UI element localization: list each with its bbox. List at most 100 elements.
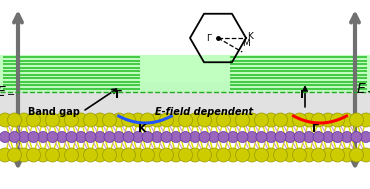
Circle shape <box>216 113 231 127</box>
Circle shape <box>159 113 174 127</box>
Circle shape <box>102 148 117 162</box>
Circle shape <box>264 113 278 127</box>
Circle shape <box>9 132 20 143</box>
Circle shape <box>351 132 362 143</box>
Circle shape <box>27 113 40 127</box>
Circle shape <box>55 113 69 127</box>
Circle shape <box>256 132 267 143</box>
Circle shape <box>255 113 269 127</box>
Circle shape <box>189 132 201 143</box>
Circle shape <box>131 148 145 162</box>
Circle shape <box>112 113 126 127</box>
Circle shape <box>27 148 40 162</box>
Circle shape <box>150 148 164 162</box>
Circle shape <box>302 148 316 162</box>
Circle shape <box>226 148 240 162</box>
Circle shape <box>121 113 135 127</box>
Text: K: K <box>138 124 147 134</box>
Circle shape <box>245 148 259 162</box>
Circle shape <box>266 132 276 143</box>
Circle shape <box>198 148 212 162</box>
Circle shape <box>178 113 192 127</box>
Circle shape <box>273 148 287 162</box>
Circle shape <box>350 148 363 162</box>
Circle shape <box>84 148 98 162</box>
Circle shape <box>359 148 370 162</box>
Circle shape <box>237 132 248 143</box>
Circle shape <box>216 148 231 162</box>
Circle shape <box>283 113 297 127</box>
Text: $E_-$: $E_-$ <box>0 83 16 97</box>
Circle shape <box>7 148 21 162</box>
Circle shape <box>330 148 344 162</box>
Circle shape <box>17 148 31 162</box>
Circle shape <box>161 132 172 143</box>
Text: Γ: Γ <box>312 124 319 134</box>
Circle shape <box>264 148 278 162</box>
Circle shape <box>46 148 60 162</box>
Circle shape <box>209 132 219 143</box>
Circle shape <box>207 148 221 162</box>
Circle shape <box>36 148 50 162</box>
Circle shape <box>17 113 31 127</box>
Circle shape <box>178 148 192 162</box>
Circle shape <box>55 148 69 162</box>
Circle shape <box>132 132 144 143</box>
Circle shape <box>332 132 343 143</box>
Text: Band gap: Band gap <box>28 107 80 117</box>
Circle shape <box>150 113 164 127</box>
Circle shape <box>0 132 10 143</box>
Circle shape <box>245 113 259 127</box>
Circle shape <box>66 132 77 143</box>
Circle shape <box>302 113 316 127</box>
Circle shape <box>293 113 306 127</box>
Circle shape <box>228 132 239 143</box>
Circle shape <box>57 132 67 143</box>
Circle shape <box>151 132 162 143</box>
Circle shape <box>169 148 183 162</box>
Circle shape <box>85 132 96 143</box>
Circle shape <box>64 148 78 162</box>
Circle shape <box>340 113 354 127</box>
Circle shape <box>218 132 229 143</box>
Circle shape <box>28 132 39 143</box>
Circle shape <box>18 132 30 143</box>
Circle shape <box>123 132 134 143</box>
Circle shape <box>340 148 354 162</box>
Circle shape <box>93 148 107 162</box>
Circle shape <box>131 113 145 127</box>
Circle shape <box>74 148 88 162</box>
Circle shape <box>321 148 335 162</box>
Circle shape <box>323 132 333 143</box>
Circle shape <box>359 113 370 127</box>
Circle shape <box>94 132 105 143</box>
Circle shape <box>198 113 212 127</box>
Circle shape <box>102 113 117 127</box>
Circle shape <box>246 132 258 143</box>
Circle shape <box>104 132 115 143</box>
Circle shape <box>171 132 182 143</box>
Circle shape <box>114 132 124 143</box>
Circle shape <box>141 113 155 127</box>
Circle shape <box>273 113 287 127</box>
Text: $E_+$: $E_+$ <box>356 82 370 98</box>
Circle shape <box>312 148 326 162</box>
Bar <box>0 55 370 92</box>
Circle shape <box>36 113 50 127</box>
Circle shape <box>0 148 12 162</box>
Circle shape <box>47 132 58 143</box>
Circle shape <box>285 132 296 143</box>
Circle shape <box>46 113 60 127</box>
Text: M: M <box>242 39 250 48</box>
Circle shape <box>84 113 98 127</box>
Circle shape <box>0 113 12 127</box>
Circle shape <box>275 132 286 143</box>
Text: Γ: Γ <box>206 34 211 43</box>
Circle shape <box>7 113 21 127</box>
Circle shape <box>207 113 221 127</box>
Circle shape <box>75 132 87 143</box>
Circle shape <box>93 113 107 127</box>
Circle shape <box>226 113 240 127</box>
Circle shape <box>169 113 183 127</box>
Circle shape <box>188 113 202 127</box>
